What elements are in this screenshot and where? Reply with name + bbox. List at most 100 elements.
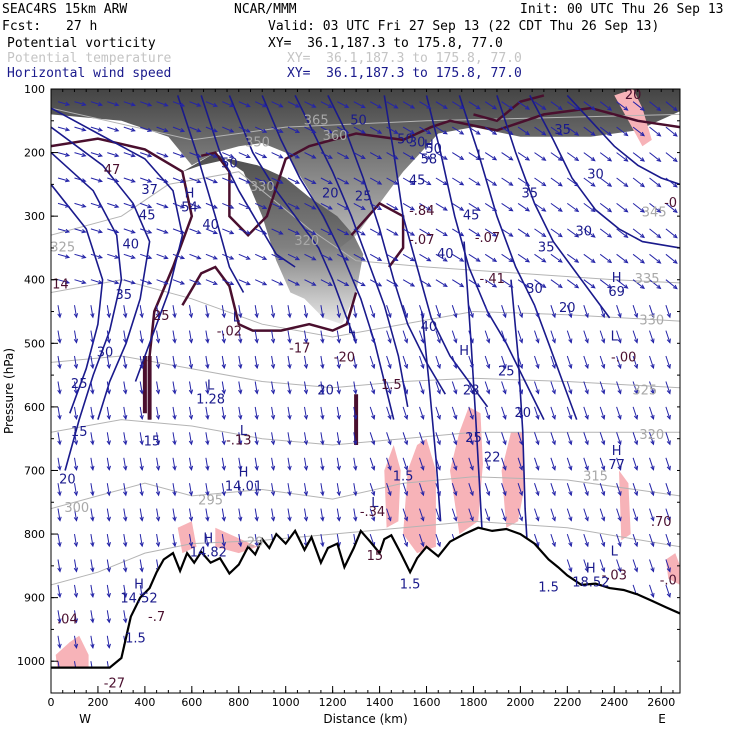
wind-vector-head [221, 364, 226, 370]
wind-vector-head [617, 542, 622, 548]
x-tick-label: 2200 [553, 696, 581, 709]
wind-vector [353, 457, 357, 470]
wind-vector-head [73, 618, 79, 624]
wind-vector-head [147, 254, 153, 260]
wind-vector [599, 457, 605, 470]
wind-vector [386, 432, 392, 445]
wind-vector [140, 279, 152, 285]
wind-vector-head [196, 280, 202, 285]
wind-vector-head [270, 440, 276, 446]
wind-vector-head [81, 101, 87, 107]
wind-vector-head [65, 203, 71, 208]
wind-vector-head [295, 205, 301, 210]
wind-vector-head [196, 229, 202, 234]
wind-vector-head [601, 465, 606, 471]
wind-vector-head [294, 154, 301, 159]
wind-vector-head [453, 491, 458, 497]
wind-vector [139, 432, 143, 445]
wind-vector [435, 101, 448, 109]
wind-vector-head [403, 313, 409, 319]
wind-vector-head [172, 338, 177, 344]
wind-vector-head [81, 254, 87, 259]
wind-vector [271, 279, 283, 286]
extremum-value: 14.82 [190, 546, 227, 561]
wind-vector-head [525, 232, 531, 237]
wind-vector-head [666, 516, 671, 522]
wind-vector-head [212, 230, 218, 235]
wind-vector-head [90, 643, 95, 649]
wind-vector-head [656, 106, 662, 112]
wind-vector-head [469, 364, 474, 370]
wind-vector-head [410, 104, 416, 109]
wind-vector-head [90, 313, 95, 319]
wind-vector [140, 202, 152, 208]
wind-vector [254, 432, 258, 445]
wind-vector [222, 228, 234, 234]
wind-vector [123, 126, 135, 132]
init-time: Init: 00 UTC Thu 26 Sep 13 [520, 2, 724, 17]
wind-vector-head [254, 313, 259, 319]
extremum-marker: H [459, 344, 469, 359]
wind-vector-head [90, 592, 95, 599]
terrain [51, 526, 680, 693]
wind-vector [254, 305, 258, 318]
wind-vector-head [90, 364, 95, 370]
wind-vector [484, 305, 490, 318]
wind-vector-head [155, 313, 161, 319]
wind-vector-head [502, 364, 507, 370]
wind-vector [419, 152, 431, 160]
wind-vector [649, 279, 661, 289]
wind-vector-head [568, 313, 573, 319]
wind-vector-head [90, 465, 95, 471]
wind-vector [287, 101, 300, 108]
wind-vector-head [139, 414, 144, 421]
wind-vector-head [656, 284, 662, 290]
wind-vector [369, 483, 375, 496]
wind-vector-head [453, 338, 458, 344]
wind-vector [534, 457, 539, 470]
wind-speed-label: 20 [322, 186, 339, 201]
wind-vector-head [410, 282, 416, 287]
pv-label: -.34 [360, 505, 385, 520]
wind-vector-head [393, 104, 399, 109]
wind-vector [304, 253, 316, 261]
wind-speed-label: 20 [59, 473, 76, 488]
wind-vector-head [97, 229, 103, 234]
wind-vector-head [650, 491, 655, 497]
wind-vector-head [172, 389, 177, 395]
wind-vector-head [114, 178, 120, 183]
wind-vector-head [410, 257, 416, 262]
wind-vector [221, 381, 225, 394]
wind-vector [353, 253, 366, 261]
wind-vector-head [106, 313, 111, 319]
wind-vector [599, 279, 612, 289]
wind-vector [567, 152, 579, 161]
wind-vector-head [122, 491, 128, 497]
wind-vector [468, 253, 481, 262]
legend-pv-xy: XY= 36.1,187.3 to 175.8, 77.0 [268, 36, 503, 51]
wind-vector-head [205, 364, 210, 370]
wind-vector-head [551, 338, 556, 344]
wind-vector [534, 253, 546, 263]
extremum-marker: L [207, 378, 215, 393]
wind-vector-head [287, 364, 292, 370]
wind-vector [386, 152, 398, 160]
wind-vector [205, 152, 218, 158]
wind-vector-head [229, 204, 235, 209]
wind-vector [90, 228, 103, 233]
wind-vector [435, 330, 441, 343]
wind-vector [484, 330, 490, 343]
wind-vector-head [254, 516, 259, 522]
wind-vector [123, 432, 127, 445]
pv-label: -.0 [660, 574, 677, 589]
wind-vector-head [672, 284, 678, 290]
wind-vector [599, 355, 605, 369]
wind-vector [221, 406, 225, 419]
wind-vector [534, 355, 539, 369]
wind-vector [271, 101, 283, 108]
wind-vector-head [486, 465, 491, 471]
wind-vector [189, 279, 201, 285]
wind-vector [57, 534, 61, 547]
theta-label: 29 [247, 536, 264, 551]
wind-vector [501, 305, 507, 318]
